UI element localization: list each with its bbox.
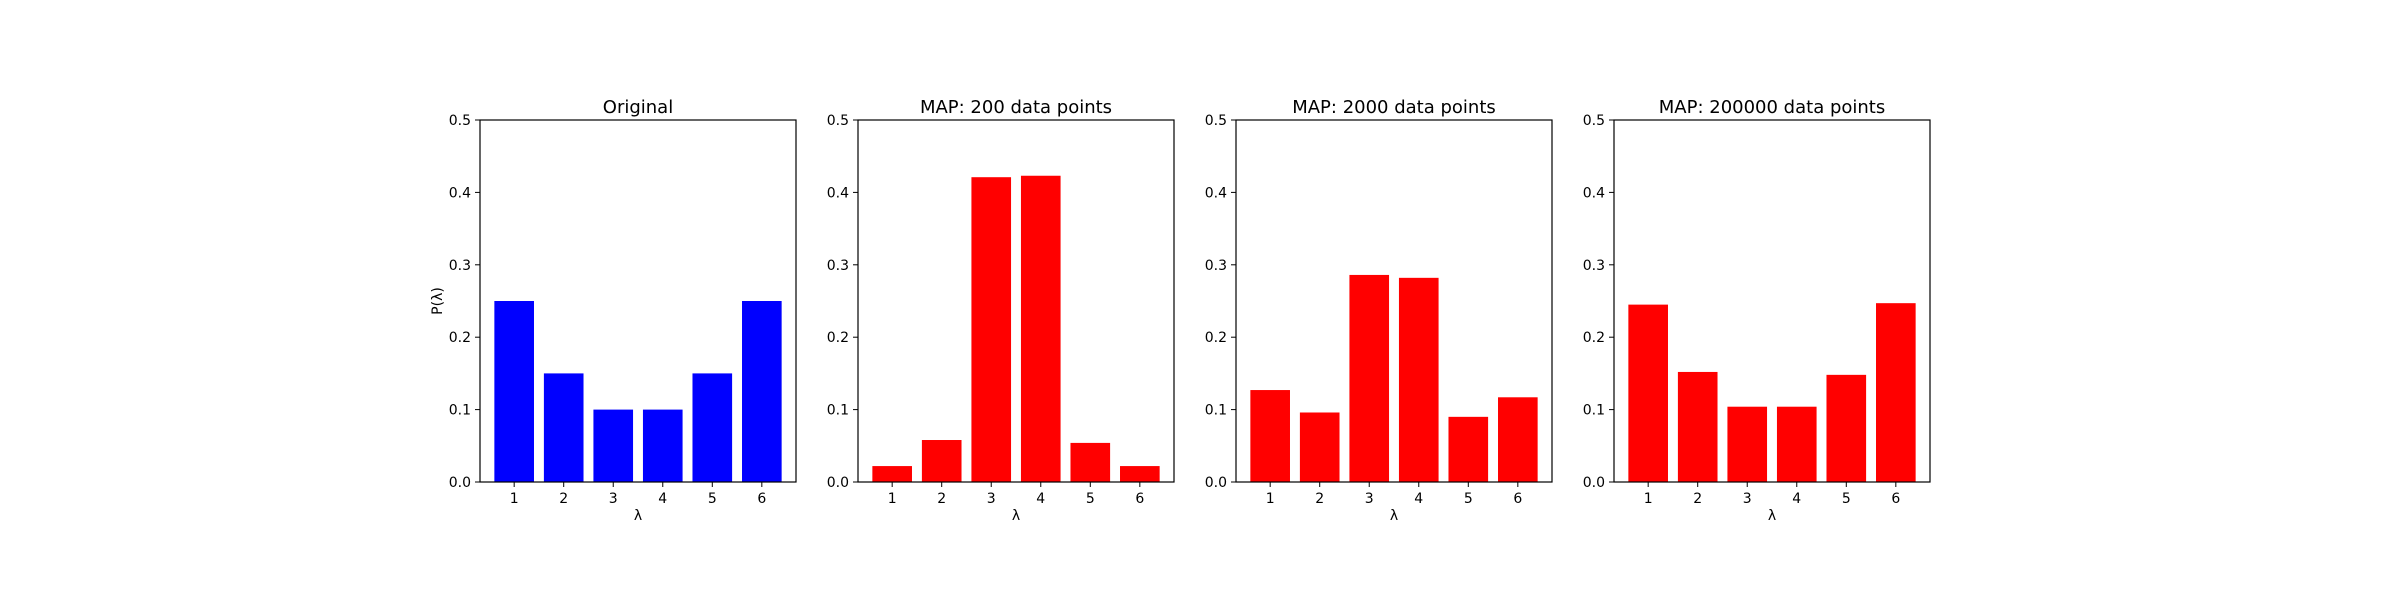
- axes-frame: [1613, 119, 1931, 483]
- y-tick-label: 0.4: [1205, 185, 1227, 201]
- x-tick-label: 3: [987, 491, 996, 507]
- bar: [921, 440, 962, 482]
- bar: [1448, 416, 1489, 482]
- y-tick-label: 0.5: [449, 113, 471, 129]
- x-tick-label: 5: [708, 491, 717, 507]
- y-tick-label: 0.3: [449, 258, 471, 274]
- x-tick-label: 3: [609, 491, 618, 507]
- bar: [1349, 274, 1390, 482]
- y-tick-label: 0.3: [827, 258, 849, 274]
- bar: [692, 373, 733, 482]
- subplot-title: MAP: 2000 data points: [1292, 97, 1496, 118]
- subplot-title: MAP: 200000 data points: [1659, 97, 1885, 118]
- bar: [1677, 371, 1718, 482]
- y-tick-label: 0.1: [1205, 403, 1227, 419]
- subplot-1: Original λ P(λ) 1 2 3 4 5 6 0.0 0.1 0.2 0.3 0.4 0.5: [430, 97, 797, 524]
- x-tick-label: 3: [1743, 491, 1752, 507]
- x-tick-label: 4: [1792, 491, 1801, 507]
- bar: [494, 301, 534, 482]
- subplot-title: Original: [603, 97, 673, 118]
- bar: [543, 373, 584, 482]
- bars-group: [872, 175, 1160, 483]
- x-tick-label: 1: [510, 491, 519, 507]
- bar: [1826, 374, 1867, 482]
- x-tick-label: 5: [1464, 491, 1473, 507]
- y-tick-label: 0.1: [449, 403, 471, 419]
- y-tick-label: 0.0: [827, 475, 849, 491]
- x-axis-label: λ: [1390, 508, 1398, 524]
- bar: [742, 301, 782, 482]
- axes-frame: [479, 119, 797, 483]
- x-tick-label: 2: [1315, 491, 1324, 507]
- y-tick-label: 0.2: [449, 330, 471, 346]
- axes-frame: [1235, 119, 1553, 483]
- x-tick-label: 2: [937, 491, 946, 507]
- bar: [971, 177, 1012, 483]
- x-tick-label: 2: [559, 491, 568, 507]
- bar: [1120, 466, 1160, 482]
- y-tick-label: 0.4: [827, 185, 849, 201]
- y-tick-label: 0.1: [1583, 403, 1605, 419]
- axes-frame: [857, 119, 1175, 483]
- bar: [1498, 397, 1538, 482]
- y-tick-label: 0.1: [827, 403, 849, 419]
- x-tick-label: 2: [1693, 491, 1702, 507]
- x-tick-label: 1: [1266, 491, 1275, 507]
- bar: [1250, 390, 1290, 482]
- ticks-group: 1 2 3 4 5 6 0.0 0.1 0.2 0.3 0.4 0.5: [449, 113, 767, 507]
- x-tick-label: 6: [757, 491, 766, 507]
- x-tick-label: 6: [1135, 491, 1144, 507]
- x-tick-label: 5: [1842, 491, 1851, 507]
- bar: [593, 409, 634, 482]
- y-tick-label: 0.3: [1583, 258, 1605, 274]
- bars-group: [1628, 303, 1916, 482]
- subplot-4: MAP: 200000 data points λ 1 2 3 4 5 6 0.0 0.1 0.…: [1583, 97, 1931, 524]
- bar: [1020, 175, 1061, 483]
- y-tick-label: 0.4: [449, 185, 471, 201]
- bars-group: [494, 301, 782, 482]
- bar: [1776, 406, 1817, 482]
- y-tick-label: 0.0: [449, 475, 471, 491]
- bar: [1398, 277, 1439, 482]
- y-tick-label: 0.3: [1205, 258, 1227, 274]
- x-tick-label: 4: [658, 491, 667, 507]
- y-tick-label: 0.2: [1583, 330, 1605, 346]
- ticks-group: 1 2 3 4 5 6 0.0 0.1 0.2 0.3 0.4 0.5: [827, 113, 1145, 507]
- y-axis-label: P(λ): [430, 287, 446, 315]
- x-axis-label: λ: [634, 508, 642, 524]
- bar: [1628, 304, 1668, 482]
- y-tick-label: 0.5: [827, 113, 849, 129]
- y-tick-label: 0.0: [1205, 475, 1227, 491]
- ticks-group: 1 2 3 4 5 6 0.0 0.1 0.2 0.3 0.4 0.5: [1583, 113, 1901, 507]
- x-axis-label: λ: [1768, 508, 1776, 524]
- x-axis-label: λ: [1012, 508, 1020, 524]
- bars-group: [1250, 274, 1538, 482]
- y-tick-label: 0.0: [1583, 475, 1605, 491]
- x-tick-label: 5: [1086, 491, 1095, 507]
- x-tick-label: 6: [1513, 491, 1522, 507]
- y-tick-label: 0.2: [1205, 330, 1227, 346]
- bar: [1299, 412, 1340, 482]
- y-tick-label: 0.2: [827, 330, 849, 346]
- bar: [1727, 406, 1768, 482]
- x-tick-label: 1: [888, 491, 897, 507]
- x-tick-label: 4: [1036, 491, 1045, 507]
- x-tick-label: 1: [1644, 491, 1653, 507]
- subplot-2: MAP: 200 data points λ 1 2 3 4 5 6 0.0 0.1 0.2 0.…: [827, 97, 1175, 524]
- x-tick-label: 6: [1891, 491, 1900, 507]
- bar: [642, 409, 683, 482]
- y-tick-label: 0.5: [1583, 113, 1605, 129]
- y-tick-label: 0.5: [1205, 113, 1227, 129]
- bar: [872, 466, 912, 482]
- bar: [1070, 442, 1111, 482]
- bar: [1876, 303, 1916, 482]
- subplot-3: MAP: 2000 data points λ 1 2 3 4 5 6 0.0 0.1 0.2 0…: [1205, 97, 1553, 524]
- x-tick-label: 3: [1365, 491, 1374, 507]
- subplot-title: MAP: 200 data points: [920, 97, 1112, 118]
- x-tick-label: 4: [1414, 491, 1423, 507]
- ticks-group: 1 2 3 4 5 6 0.0 0.1 0.2 0.3 0.4 0.5: [1205, 113, 1523, 507]
- y-tick-label: 0.4: [1583, 185, 1605, 201]
